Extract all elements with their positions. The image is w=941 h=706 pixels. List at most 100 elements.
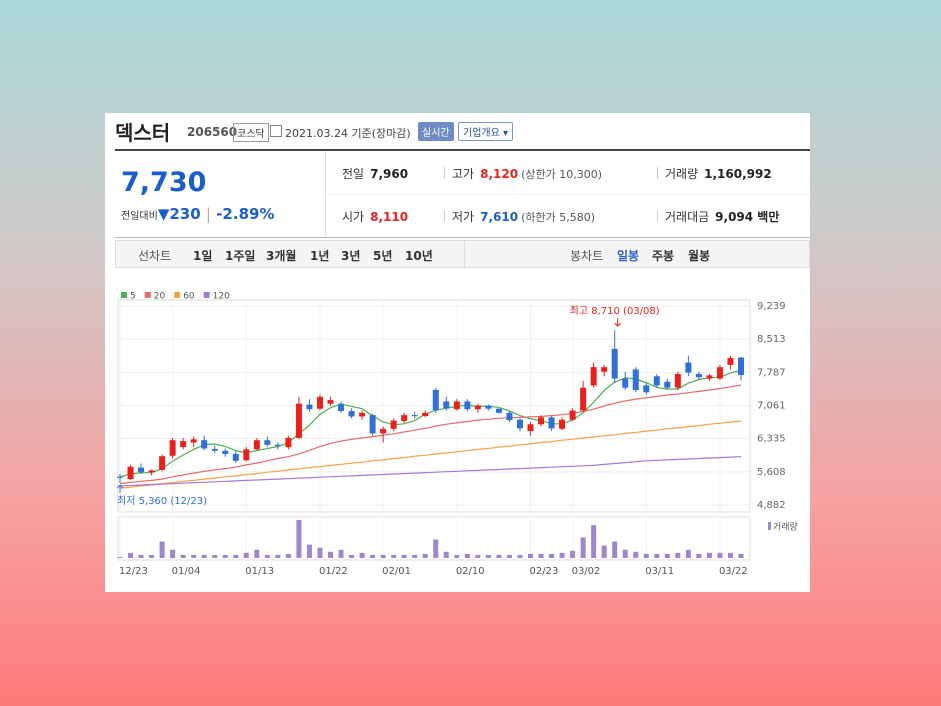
volume-bar bbox=[559, 552, 565, 558]
candle-body bbox=[548, 417, 555, 429]
volume-bar bbox=[306, 544, 312, 558]
volume-bar bbox=[622, 549, 628, 558]
candle-body bbox=[285, 437, 292, 448]
candle-body bbox=[359, 412, 366, 417]
summary-label: 거래량 bbox=[665, 167, 699, 181]
line-tabs bbox=[115, 240, 465, 268]
divider bbox=[657, 210, 658, 222]
tab[interactable]: 1주일 bbox=[225, 249, 256, 263]
volume-bar bbox=[380, 554, 386, 558]
volume-bar bbox=[243, 552, 249, 558]
volume-bar bbox=[359, 552, 365, 558]
candle-body bbox=[432, 389, 439, 411]
candle-body bbox=[422, 412, 429, 417]
candle-body bbox=[590, 367, 597, 386]
volume-bar bbox=[180, 554, 186, 558]
volume-bar bbox=[117, 556, 123, 558]
candle-body bbox=[506, 412, 513, 421]
volume-bar bbox=[149, 554, 155, 558]
volume-bar bbox=[706, 552, 712, 558]
tab[interactable]: 3년 bbox=[341, 249, 361, 263]
candle-body bbox=[495, 408, 502, 413]
x-tick-label: 02/01 bbox=[382, 566, 411, 577]
candle-body bbox=[485, 405, 492, 409]
candle-body bbox=[569, 410, 576, 420]
summary-cell: 저가 7,610 (하한가 5,580) bbox=[452, 208, 595, 225]
volume-bar bbox=[654, 553, 660, 558]
volume-bar bbox=[643, 553, 649, 558]
candle-body bbox=[727, 358, 734, 365]
summary-label: 전일 bbox=[342, 167, 365, 181]
annotation-arrow bbox=[116, 484, 124, 494]
summary-value: 1,160,992 bbox=[704, 167, 772, 181]
candle-body bbox=[738, 357, 744, 375]
candle-body bbox=[306, 404, 313, 410]
volume-bar bbox=[738, 553, 744, 558]
candle-body bbox=[653, 376, 660, 386]
volume-bar bbox=[496, 554, 502, 558]
tab-heading: 봉차트 bbox=[570, 249, 604, 263]
volume-bar bbox=[433, 539, 439, 558]
candle-body bbox=[159, 456, 166, 470]
volume-bar bbox=[464, 553, 470, 558]
volume-bar bbox=[475, 554, 481, 558]
summary-value: 8,120 bbox=[480, 167, 519, 181]
volume-bar bbox=[601, 545, 607, 558]
tab[interactable]: 3개월 bbox=[266, 249, 297, 263]
tab-heading: 선차트 bbox=[138, 249, 172, 263]
tab[interactable]: 주봉 bbox=[652, 249, 675, 263]
candle-body bbox=[706, 375, 713, 379]
candle-body bbox=[338, 403, 345, 412]
volume-bar bbox=[675, 552, 681, 558]
candle-body bbox=[632, 369, 639, 390]
volume-bar bbox=[422, 553, 428, 558]
tab[interactable]: 1년 bbox=[310, 249, 330, 263]
annotation-arrow bbox=[614, 318, 622, 327]
candle-body bbox=[453, 401, 460, 410]
candle-body bbox=[411, 415, 418, 417]
candle-body bbox=[716, 367, 723, 379]
tab[interactable]: 일봉 bbox=[617, 249, 640, 263]
volume-bar bbox=[170, 549, 176, 558]
candle-body bbox=[264, 440, 271, 445]
company-label: 기업개요 bbox=[463, 128, 500, 139]
ma-line bbox=[119, 456, 742, 487]
x-tick-label: 12/23 bbox=[119, 566, 148, 577]
summary-cell: 시가 8,110 bbox=[342, 208, 408, 225]
candle-body bbox=[232, 453, 239, 461]
tab[interactable]: 1일 bbox=[193, 249, 213, 263]
tab[interactable]: 5년 bbox=[373, 249, 393, 263]
volume-bar bbox=[191, 554, 197, 558]
ma-line bbox=[119, 384, 742, 485]
change-row: 전일대비▼230 | -2.89% bbox=[121, 205, 274, 223]
candle-body bbox=[464, 401, 471, 410]
change-pct: -2.89% bbox=[216, 205, 275, 223]
legend-label: 20 bbox=[154, 292, 166, 302]
date: 2021.03.24 기준(장마감) bbox=[285, 127, 411, 140]
legend-label: 5 bbox=[130, 292, 136, 302]
tab[interactable]: 10년 bbox=[405, 249, 433, 263]
company-button[interactable]: 기업개요 ▾ bbox=[458, 122, 514, 141]
volume-bar bbox=[549, 553, 555, 558]
summary-value: 7,610 bbox=[480, 210, 519, 224]
divider bbox=[115, 149, 810, 151]
candle-body bbox=[369, 415, 376, 434]
price: 7,730 bbox=[121, 167, 207, 198]
volume-bar bbox=[538, 553, 544, 558]
candle-body bbox=[274, 444, 281, 447]
candle-body bbox=[148, 470, 155, 473]
legend-swatch bbox=[144, 292, 151, 298]
candle-body bbox=[580, 387, 587, 411]
x-tick-label: 03/11 bbox=[645, 566, 674, 577]
divider bbox=[115, 237, 810, 238]
tab[interactable]: 월봉 bbox=[688, 249, 711, 263]
volume-bar bbox=[159, 541, 165, 558]
legend-label: 120 bbox=[213, 292, 230, 302]
change-label: 전일대비 bbox=[121, 211, 158, 222]
stock-code: 206560 bbox=[187, 125, 238, 139]
volume-bar bbox=[570, 550, 576, 558]
candle-body bbox=[674, 374, 681, 388]
volume-bar bbox=[296, 520, 302, 558]
realtime-button[interactable]: 실시간 bbox=[418, 122, 454, 141]
